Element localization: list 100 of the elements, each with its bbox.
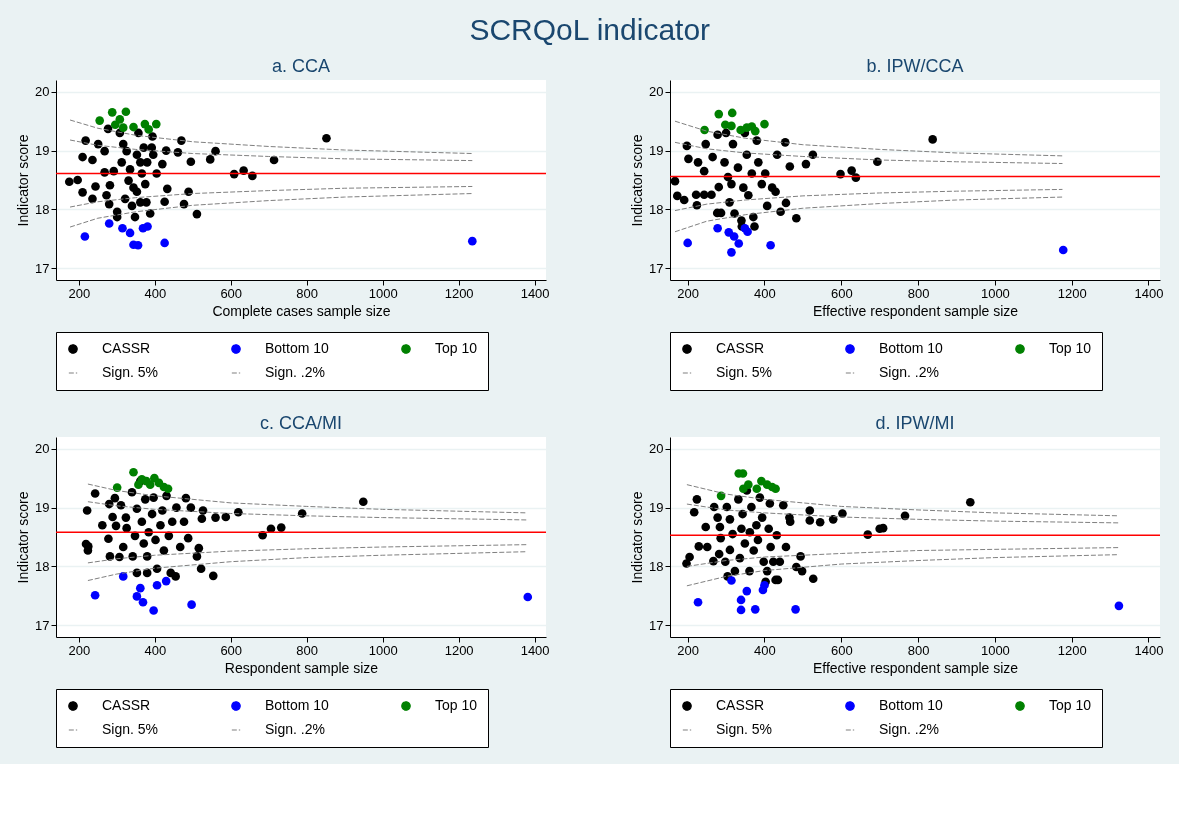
point xyxy=(88,194,97,204)
legend-label: Top 10 xyxy=(1049,697,1092,713)
point xyxy=(742,586,752,596)
point xyxy=(78,152,87,162)
point xyxy=(129,467,138,477)
point xyxy=(791,605,800,614)
point xyxy=(762,201,772,211)
line-series xyxy=(674,141,1063,165)
line-series xyxy=(87,551,528,582)
point xyxy=(729,232,739,241)
y-tick-label: 20 xyxy=(35,441,50,457)
x-tick-label: 200 xyxy=(68,285,91,301)
point xyxy=(136,583,145,593)
point xyxy=(105,180,115,190)
y-tick-label: 20 xyxy=(649,84,664,100)
y-tick-label: 17 xyxy=(649,260,664,276)
point xyxy=(138,597,148,607)
legend-label: Top 10 xyxy=(435,340,478,356)
chart-title: SCRQoL indicator xyxy=(469,13,711,46)
point xyxy=(728,139,738,149)
x-axis-title: Effective respondent sample size xyxy=(812,302,1019,319)
y-axis-title: Indicator score xyxy=(15,491,32,584)
x-axis-title: Effective respondent sample size xyxy=(812,659,1019,676)
legend-label: Top 10 xyxy=(435,697,478,713)
point xyxy=(727,576,736,585)
line-series xyxy=(87,501,528,521)
point xyxy=(792,213,801,223)
point xyxy=(118,123,128,132)
point xyxy=(147,143,157,152)
x-tick-label: 1000 xyxy=(980,285,1010,301)
legend-label: Sign. 5% xyxy=(102,364,159,380)
point xyxy=(766,240,775,250)
point xyxy=(760,119,769,129)
point xyxy=(121,107,131,117)
x-tick-label: 400 xyxy=(144,642,167,658)
point xyxy=(158,159,167,169)
point xyxy=(163,484,173,494)
point xyxy=(744,480,753,489)
x-tick-label: 1200 xyxy=(1057,285,1087,301)
point xyxy=(847,166,856,175)
x-tick-label: 600 xyxy=(220,285,243,301)
point xyxy=(211,146,220,156)
x-tick-label: 1400 xyxy=(520,285,550,301)
line-series xyxy=(674,120,1063,157)
point xyxy=(1058,245,1068,255)
point xyxy=(727,179,736,189)
point xyxy=(699,190,709,200)
point xyxy=(785,162,795,171)
y-tick-label: 19 xyxy=(649,500,664,516)
x-axis-title: Complete cases sample size xyxy=(212,302,391,319)
x-tick-label: 400 xyxy=(754,642,776,658)
point xyxy=(693,597,703,607)
point xyxy=(80,232,90,241)
line-series xyxy=(69,119,473,155)
point xyxy=(100,146,109,156)
x-axis-title: Respondent sample size xyxy=(224,659,379,676)
point xyxy=(699,166,709,176)
chart-subtitle: d. IPW/MI xyxy=(875,413,955,433)
line-series xyxy=(686,554,1120,587)
legend-label: Sign. 5% xyxy=(716,364,773,380)
line-series xyxy=(69,185,473,208)
point xyxy=(670,176,680,186)
legend-label: CASSR xyxy=(716,340,765,356)
legend-label: Sign. .2% xyxy=(265,364,325,380)
x-tick-label: 800 xyxy=(296,642,319,658)
legend-label: Sign. .2% xyxy=(879,721,939,737)
point xyxy=(734,239,744,248)
legend-label: Sign. 5% xyxy=(102,721,159,737)
point xyxy=(125,228,135,238)
point xyxy=(142,158,152,167)
x-tick-label: 600 xyxy=(830,285,853,301)
x-tick-label: 1000 xyxy=(368,642,398,658)
y-tick-label: 18 xyxy=(35,201,50,217)
point xyxy=(750,605,760,614)
point xyxy=(132,592,142,601)
y-tick-label: 18 xyxy=(649,201,664,217)
legend-label: Sign. .2% xyxy=(265,721,325,737)
y-axis-title: Indicator score xyxy=(15,134,32,227)
point xyxy=(714,109,724,119)
point xyxy=(708,152,717,162)
legend-label: Bottom 10 xyxy=(265,697,330,713)
point xyxy=(162,184,172,194)
point xyxy=(145,209,155,218)
point xyxy=(757,179,767,189)
point xyxy=(149,606,158,615)
point xyxy=(118,572,128,581)
line-series xyxy=(87,544,528,564)
point xyxy=(701,139,711,149)
point xyxy=(192,209,202,219)
point xyxy=(727,108,737,118)
x-tick-label: 400 xyxy=(754,285,776,301)
point xyxy=(205,155,215,164)
x-tick-label: 800 xyxy=(296,285,319,301)
chart-subtitle: c. CCA/MI xyxy=(259,413,343,433)
point xyxy=(140,179,150,189)
point xyxy=(78,188,87,197)
point xyxy=(736,595,746,605)
point xyxy=(742,123,752,132)
x-tick-label: 800 xyxy=(907,285,930,301)
x-tick-label: 1200 xyxy=(1057,642,1087,658)
